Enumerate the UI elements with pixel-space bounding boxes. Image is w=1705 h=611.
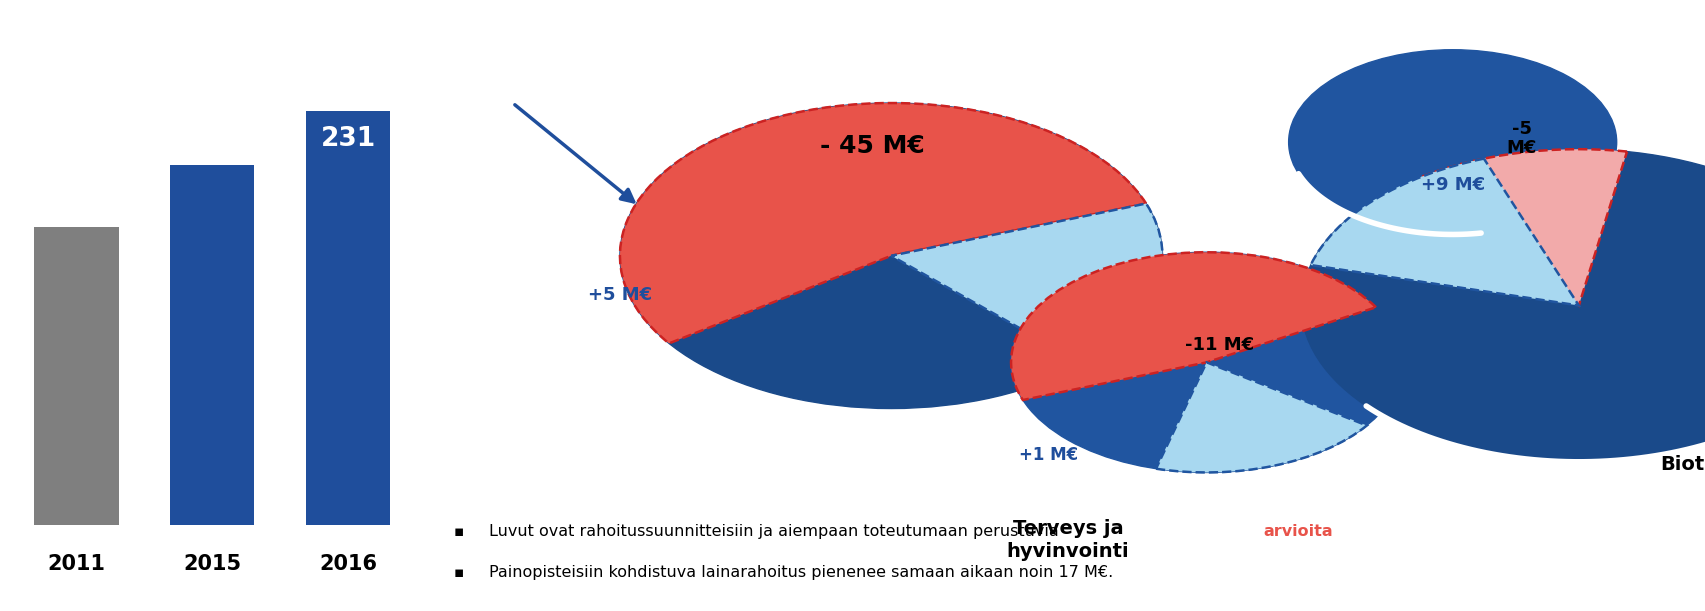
- Text: +1 M€: +1 M€: [1020, 445, 1079, 464]
- Text: Biotalous: Biotalous: [1661, 455, 1705, 474]
- Text: 2011: 2011: [48, 554, 106, 574]
- Wedge shape: [1156, 362, 1367, 472]
- Text: - 45 M€: - 45 M€: [820, 134, 924, 158]
- Text: -5
M€: -5 M€: [1507, 120, 1538, 157]
- Text: Painopisteisiin kohdistuva lainarahoitus pienenee samaan aikaan noin 17 M€.: Painopisteisiin kohdistuva lainarahoitus…: [489, 565, 1113, 580]
- Text: Luvut ovat rahoitussuunnitteisiin ja aiempaan toteutumaan perustuvia: Luvut ovat rahoitussuunnitteisiin ja aie…: [489, 524, 1064, 540]
- Wedge shape: [1420, 149, 1627, 306]
- Wedge shape: [621, 103, 1146, 343]
- Text: +9 M€: +9 M€: [1420, 176, 1485, 194]
- Text: 2015: 2015: [182, 554, 242, 574]
- Text: arvioita: arvioita: [1263, 524, 1333, 540]
- Wedge shape: [892, 203, 1163, 364]
- Circle shape: [1301, 149, 1705, 462]
- Wedge shape: [1011, 252, 1376, 400]
- Text: ▪: ▪: [454, 565, 464, 580]
- Text: ▪: ▪: [454, 524, 464, 540]
- Wedge shape: [1311, 159, 1579, 306]
- Circle shape: [621, 103, 1163, 409]
- Bar: [170, 165, 254, 525]
- Text: Terveys ja
hyvinvointi: Terveys ja hyvinvointi: [1006, 519, 1129, 561]
- Circle shape: [1011, 252, 1402, 472]
- Text: 231: 231: [321, 126, 375, 152]
- Text: -11 M€: -11 M€: [1185, 335, 1253, 354]
- Bar: [34, 227, 119, 525]
- Text: 2016: 2016: [319, 554, 377, 574]
- Circle shape: [1289, 49, 1616, 235]
- Text: +5 M€: +5 M€: [588, 286, 651, 304]
- Bar: [307, 111, 390, 525]
